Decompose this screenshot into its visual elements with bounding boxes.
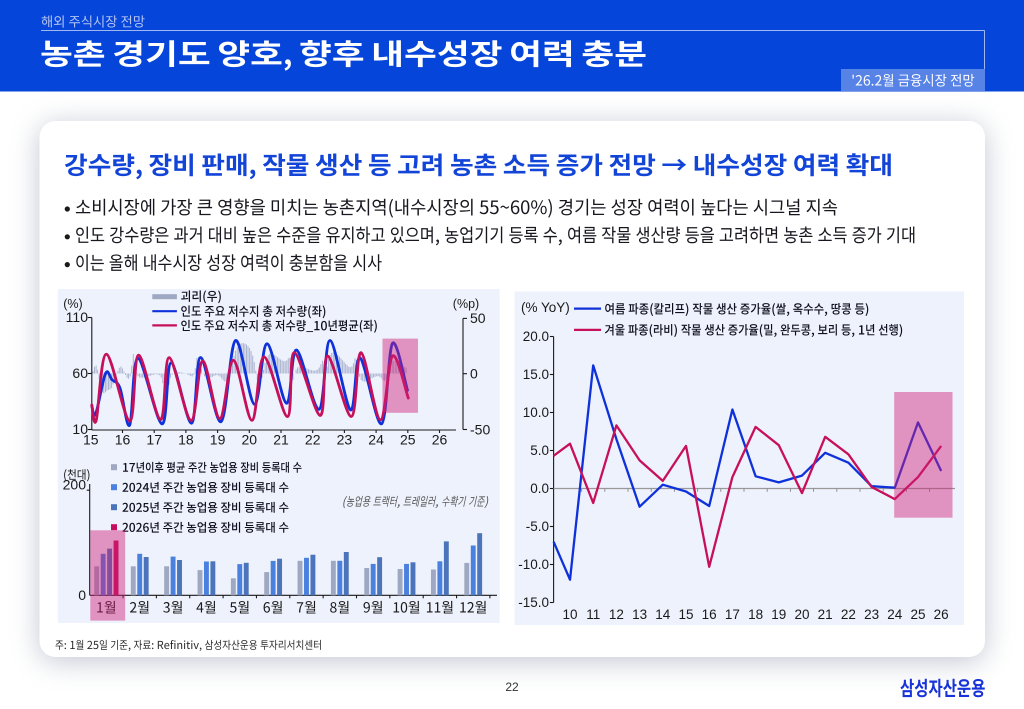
svg-text:10.0: 10.0 <box>523 405 549 420</box>
svg-text:21: 21 <box>818 607 833 622</box>
svg-text:200: 200 <box>63 477 87 493</box>
svg-text:24: 24 <box>887 607 903 622</box>
svg-text:110: 110 <box>66 309 89 325</box>
svg-text:14: 14 <box>655 607 671 622</box>
svg-text:0: 0 <box>78 587 86 603</box>
svg-text:25: 25 <box>910 607 925 622</box>
svg-text:23: 23 <box>864 607 879 622</box>
svg-text:5.0: 5.0 <box>530 443 549 458</box>
svg-text:20.0: 20.0 <box>523 329 549 344</box>
svg-text:-10.0: -10.0 <box>518 557 549 572</box>
svg-text:60: 60 <box>72 365 88 381</box>
svg-text:23: 23 <box>337 432 353 448</box>
svg-text:0.0: 0.0 <box>530 481 549 496</box>
svg-text:10: 10 <box>72 421 88 437</box>
svg-text:18: 18 <box>748 607 763 622</box>
svg-text:(%p): (%p) <box>453 297 479 311</box>
svg-text:50: 50 <box>470 310 486 326</box>
svg-text:13: 13 <box>632 607 647 622</box>
svg-text:17: 17 <box>146 432 162 448</box>
svg-text:15.0: 15.0 <box>523 367 549 382</box>
svg-text:15: 15 <box>678 607 693 622</box>
svg-text:20: 20 <box>242 432 258 448</box>
svg-text:16: 16 <box>115 432 131 448</box>
svg-text:0: 0 <box>470 366 478 382</box>
svg-text:10: 10 <box>562 607 577 622</box>
svg-text:(% YoY): (% YoY) <box>521 300 570 315</box>
svg-text:18: 18 <box>178 432 194 448</box>
svg-text:19: 19 <box>210 432 226 448</box>
svg-text:15: 15 <box>83 432 99 448</box>
svg-text:26: 26 <box>934 607 949 622</box>
svg-text:26: 26 <box>432 432 448 448</box>
svg-text:11: 11 <box>586 607 600 622</box>
svg-text:20: 20 <box>794 607 809 622</box>
svg-text:17: 17 <box>725 607 740 622</box>
svg-text:22: 22 <box>305 432 321 448</box>
svg-text:-15.0: -15.0 <box>518 595 549 610</box>
svg-text:19: 19 <box>771 607 786 622</box>
svg-text:-50: -50 <box>470 422 490 438</box>
svg-text:22: 22 <box>841 607 856 622</box>
svg-text:22: 22 <box>505 680 519 694</box>
svg-text:21: 21 <box>273 432 289 448</box>
svg-text:12: 12 <box>609 607 624 622</box>
svg-text:24: 24 <box>368 432 384 448</box>
svg-text:16: 16 <box>702 607 717 622</box>
svg-text:25: 25 <box>400 432 416 448</box>
svg-text:-5.0: -5.0 <box>526 519 549 534</box>
svg-text:(%): (%) <box>63 297 82 311</box>
